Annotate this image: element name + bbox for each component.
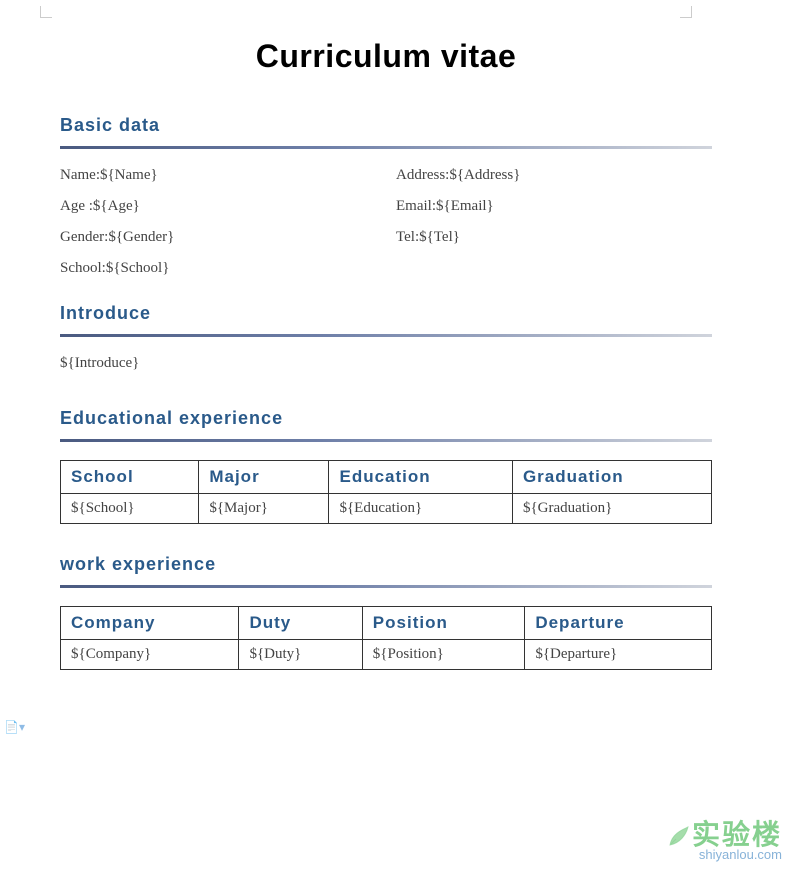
document-page: Curriculum vitae Basic data Name:${Name}…: [0, 0, 792, 716]
basic-row-tel: Tel:${Tel}: [396, 229, 712, 246]
watermark-en: shiyanlou.com: [666, 847, 782, 862]
label-address: Address:: [396, 167, 449, 183]
th-position: Position: [362, 607, 525, 640]
leaf-icon: [666, 825, 690, 849]
th-departure: Departure: [525, 607, 712, 640]
th-duty: Duty: [239, 607, 362, 640]
basic-row-gender: Gender:${Gender}: [60, 229, 376, 246]
section-education: Educational experience School Major Educ…: [60, 408, 712, 524]
basic-row-name: Name:${Name}: [60, 167, 376, 184]
th-school: School: [61, 461, 199, 494]
value-age: ${Age}: [93, 198, 140, 214]
label-email: Email:: [396, 198, 436, 214]
th-graduation: Graduation: [512, 461, 711, 494]
section-basic-data: Basic data Name:${Name} Address:${Addres…: [60, 115, 712, 277]
label-school: School:: [60, 260, 106, 276]
section-work: work experience Company Duty Position De…: [60, 554, 712, 670]
value-tel: ${Tel}: [419, 229, 460, 245]
th-education: Education: [329, 461, 512, 494]
page-corner-top-left: [40, 6, 52, 18]
watermark-cn-text: 实验楼: [692, 819, 782, 850]
section-title-introduce: Introduce: [60, 303, 712, 324]
section-rule: [60, 585, 712, 588]
basic-row-email: Email:${Email}: [396, 198, 712, 215]
introduce-body: ${Introduce}: [60, 355, 712, 372]
td-education: ${Education}: [329, 494, 512, 524]
label-name: Name:: [60, 167, 100, 183]
td-duty: ${Duty}: [239, 640, 362, 670]
label-age: Age :: [60, 198, 93, 214]
td-graduation: ${Graduation}: [512, 494, 711, 524]
section-rule: [60, 439, 712, 442]
th-major: Major: [199, 461, 329, 494]
value-address: ${Address}: [449, 167, 520, 183]
td-school: ${School}: [61, 494, 199, 524]
value-gender: ${Gender}: [108, 229, 174, 245]
table-row: ${Company} ${Duty} ${Position} ${Departu…: [61, 640, 712, 670]
value-name: ${Name}: [100, 167, 158, 183]
page-margin-icon: 📄▾: [4, 720, 25, 735]
watermark-cn: 实验楼: [666, 821, 782, 849]
td-major: ${Major}: [199, 494, 329, 524]
table-header-row: Company Duty Position Departure: [61, 607, 712, 640]
section-rule: [60, 334, 712, 337]
td-company: ${Company}: [61, 640, 239, 670]
basic-row-age: Age :${Age}: [60, 198, 376, 215]
value-email: ${Email}: [436, 198, 494, 214]
basic-data-grid: Name:${Name} Address:${Address} Age :${A…: [60, 167, 712, 277]
page-corner-top-right: [680, 6, 692, 18]
value-school: ${School}: [106, 260, 170, 276]
section-introduce: Introduce ${Introduce}: [60, 303, 712, 372]
section-rule: [60, 146, 712, 149]
basic-row-school: School:${School}: [60, 260, 376, 277]
td-position: ${Position}: [362, 640, 525, 670]
work-table: Company Duty Position Departure ${Compan…: [60, 606, 712, 670]
section-title-basic: Basic data: [60, 115, 712, 136]
th-company: Company: [61, 607, 239, 640]
section-title-education: Educational experience: [60, 408, 712, 429]
label-gender: Gender:: [60, 229, 108, 245]
basic-row-address: Address:${Address}: [396, 167, 712, 184]
page-title: Curriculum vitae: [60, 38, 712, 75]
table-header-row: School Major Education Graduation: [61, 461, 712, 494]
td-departure: ${Departure}: [525, 640, 712, 670]
section-title-work: work experience: [60, 554, 712, 575]
watermark: 实验楼 shiyanlou.com: [666, 821, 782, 862]
education-table: School Major Education Graduation ${Scho…: [60, 460, 712, 524]
table-row: ${School} ${Major} ${Education} ${Gradua…: [61, 494, 712, 524]
label-tel: Tel:: [396, 229, 419, 245]
